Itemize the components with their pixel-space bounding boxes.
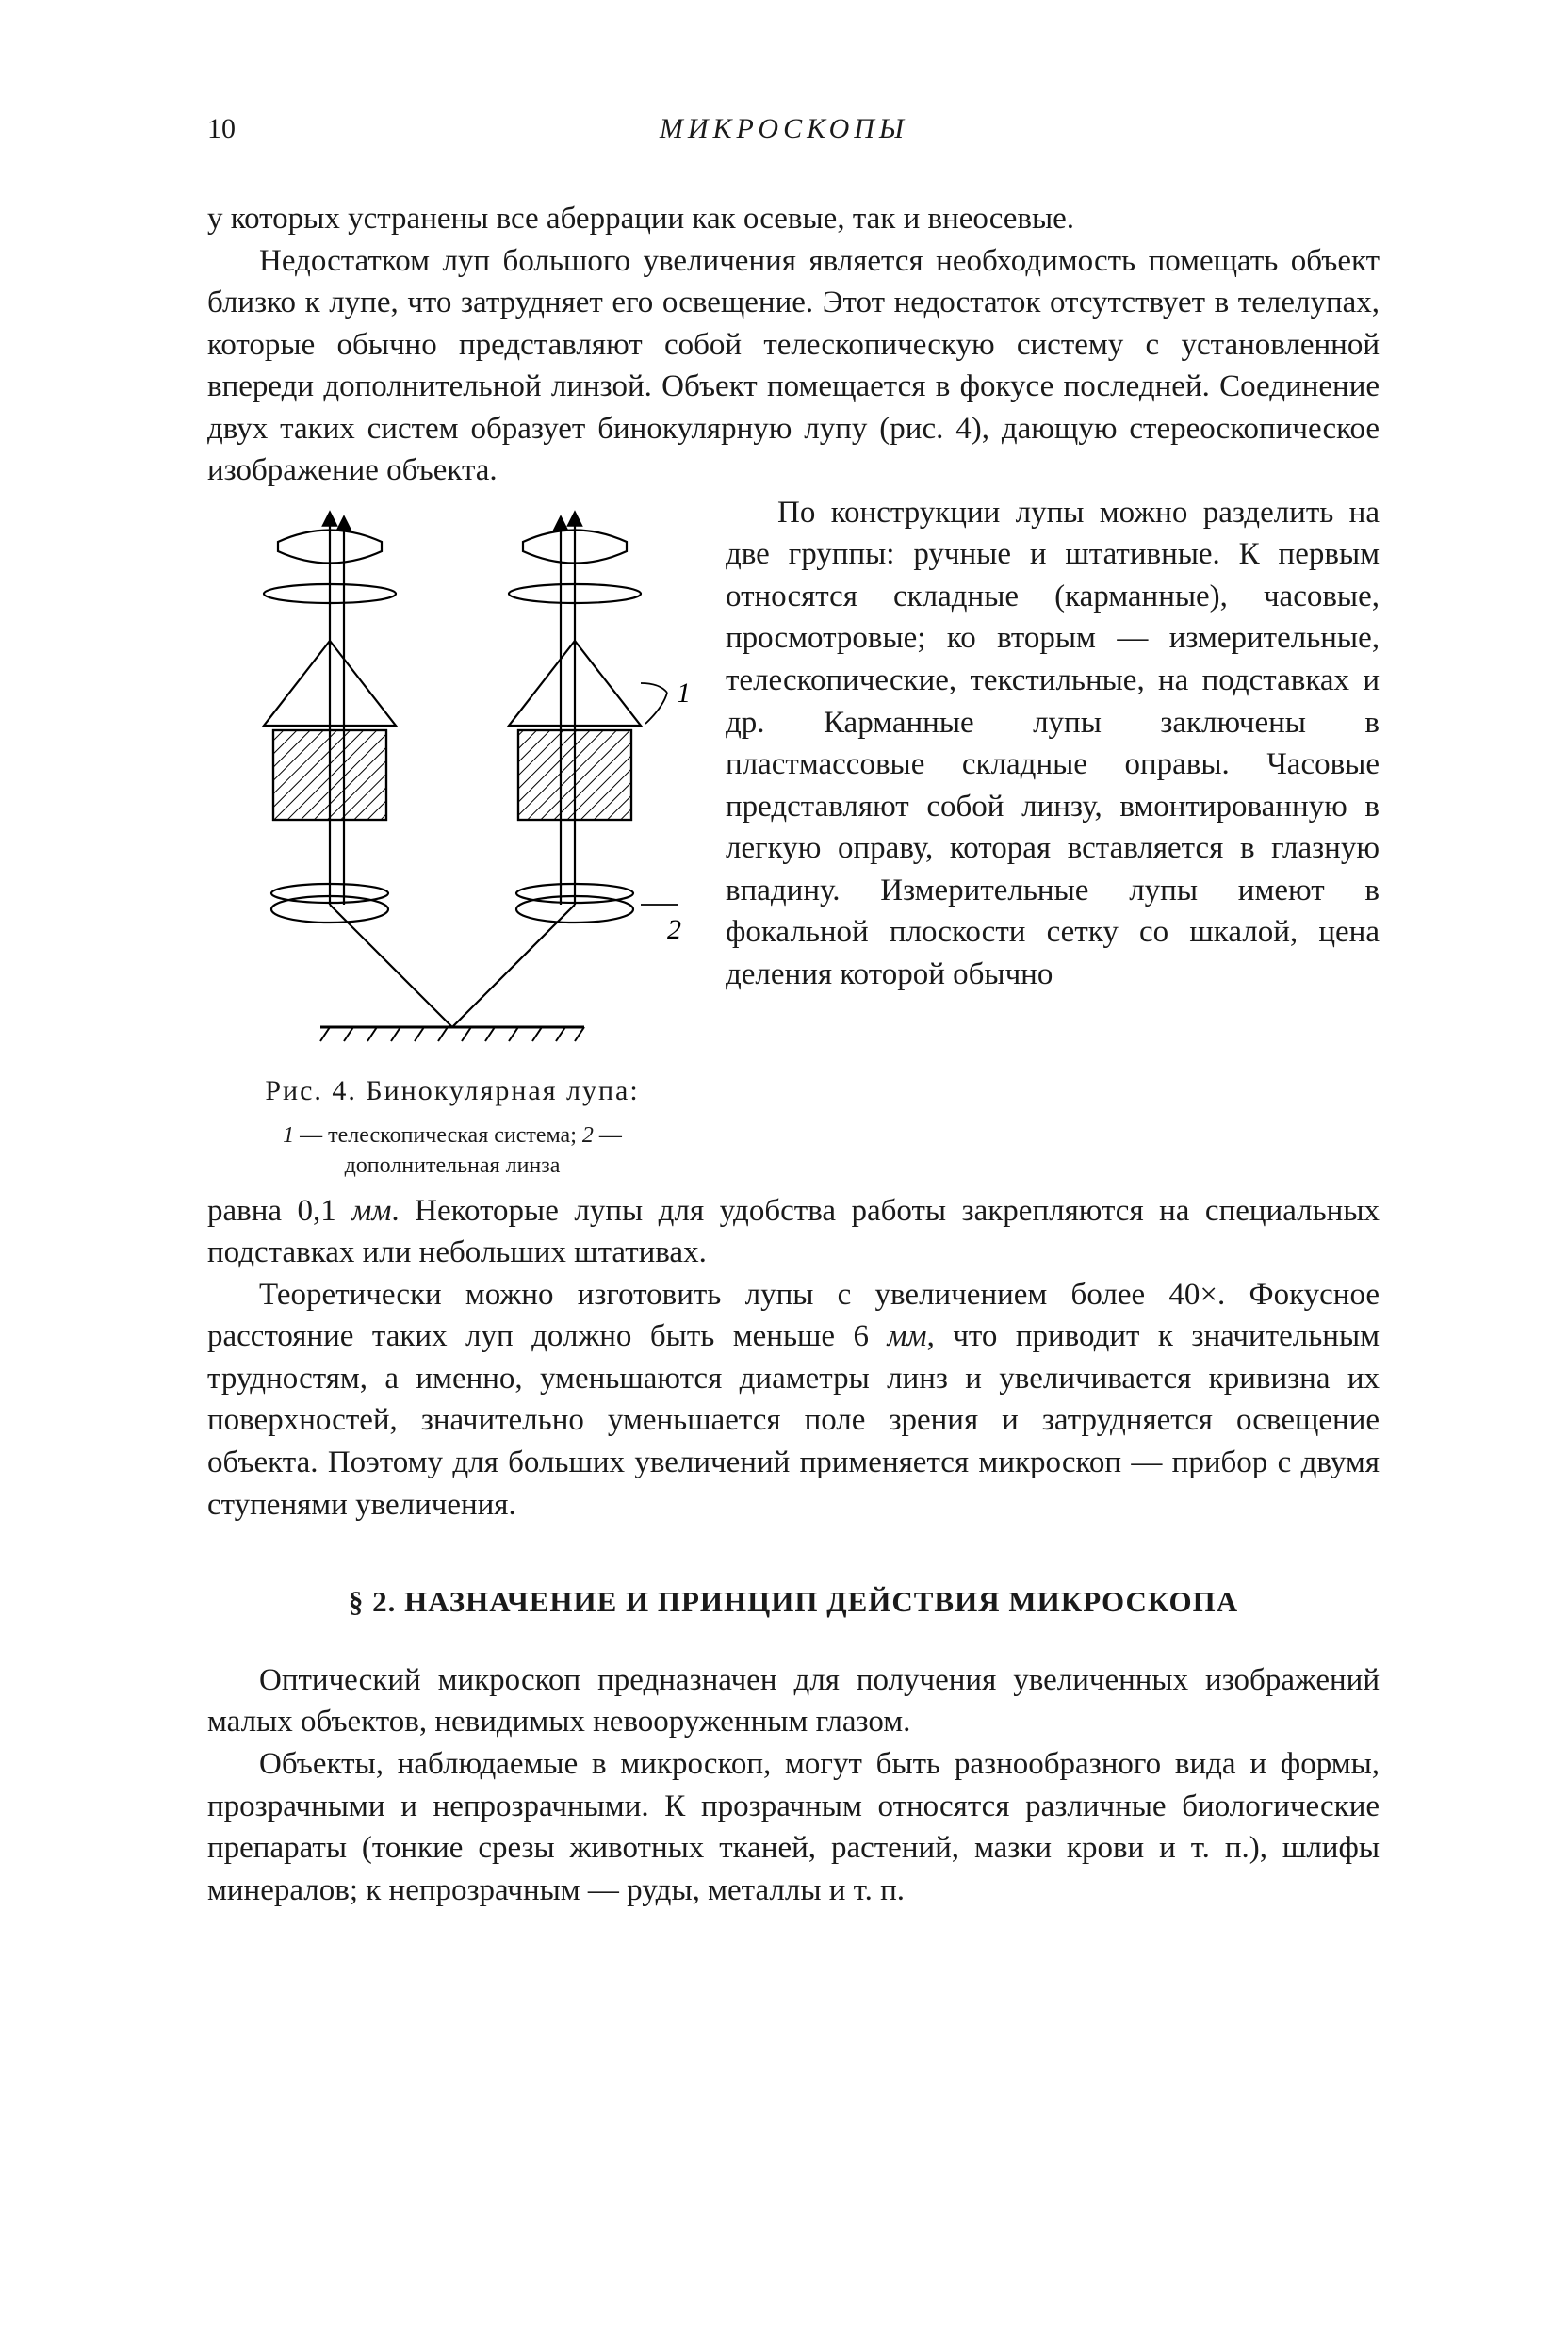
paragraph-1: у которых устранены все аберрации как ос… [207, 198, 1380, 240]
section-2-title: § 2. НАЗНАЧЕНИЕ И ПРИНЦИП ДЕЙСТВИЯ МИКРО… [207, 1582, 1380, 1622]
paragraph-3-cont: равна 0,1 мм. Некоторые лупы для удобств… [207, 1190, 1380, 1274]
figure-4-diagram: 1 2 [207, 499, 697, 1055]
figure-4-caption: Рис. 4. Бинокулярная лупа: [207, 1072, 697, 1111]
p3-mm: мм [351, 1194, 391, 1228]
p3-cont-a: равна 0,1 [207, 1194, 351, 1228]
running-head: МИКРОСКОПЫ [0, 113, 1568, 145]
paragraph-2-lead: Недостатком луп большого увеличения явля… [207, 240, 1380, 492]
paragraph-6: Объекты, наблюдаемые в микроскоп, могут … [207, 1743, 1380, 1911]
figure-label-2: 2 [667, 914, 681, 945]
legend-text-1: — телескопическая система; [294, 1123, 582, 1148]
figure-4: 1 2 Рис. 4. Бинокулярная лупа: 1 — телес… [207, 499, 697, 1181]
paragraph-5: Оптический микроскоп предназначен для по… [207, 1659, 1380, 1743]
figure-label-1: 1 [677, 678, 691, 709]
legend-num-1: 1 [283, 1123, 294, 1148]
figure-4-legend: 1 — телескопическая система; 2 — дополни… [207, 1121, 697, 1180]
binocular-loupe-schematic: 1 2 [207, 499, 697, 1055]
page-content: у которых устранены все аберрации как ос… [207, 198, 1380, 1911]
figure-wrap: Недостатком луп большого увеличения явля… [207, 240, 1380, 1190]
p4-mm: мм [887, 1319, 926, 1353]
page: 10 МИКРОСКОПЫ у которых устранены все аб… [0, 0, 1568, 2352]
paragraph-4: Теоретически можно изготовить лупы с уве… [207, 1274, 1380, 1526]
legend-num-2: 2 [582, 1123, 594, 1148]
